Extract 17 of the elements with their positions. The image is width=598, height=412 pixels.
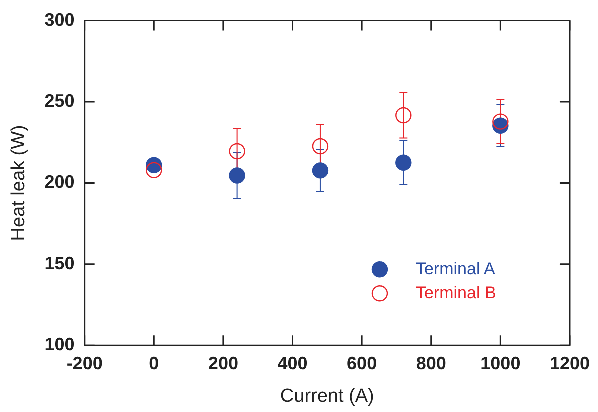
x-tick-label: 1200 xyxy=(550,353,590,374)
x-tick-label: 400 xyxy=(278,353,308,374)
y-tick-label: 300 xyxy=(44,10,75,30)
y-tick-label: 100 xyxy=(44,334,75,355)
x-tick-label: 200 xyxy=(208,353,238,374)
legend-label: Terminal A xyxy=(416,259,496,278)
x-tick-label: 600 xyxy=(347,353,378,374)
y-tick-label: 250 xyxy=(44,90,75,111)
y-axis-title: Heat leak (W) xyxy=(8,125,30,242)
y-tick-label: 150 xyxy=(44,253,75,274)
x-tick-label: -200 xyxy=(66,353,103,374)
x-axis-title: Current (A) xyxy=(280,386,374,407)
y-tick-label: 200 xyxy=(44,172,75,192)
legend-label: Terminal B xyxy=(416,283,496,302)
x-tick-label: 800 xyxy=(416,353,446,374)
x-tick-label: 1000 xyxy=(480,353,521,374)
x-tick-label: 0 xyxy=(149,353,160,374)
